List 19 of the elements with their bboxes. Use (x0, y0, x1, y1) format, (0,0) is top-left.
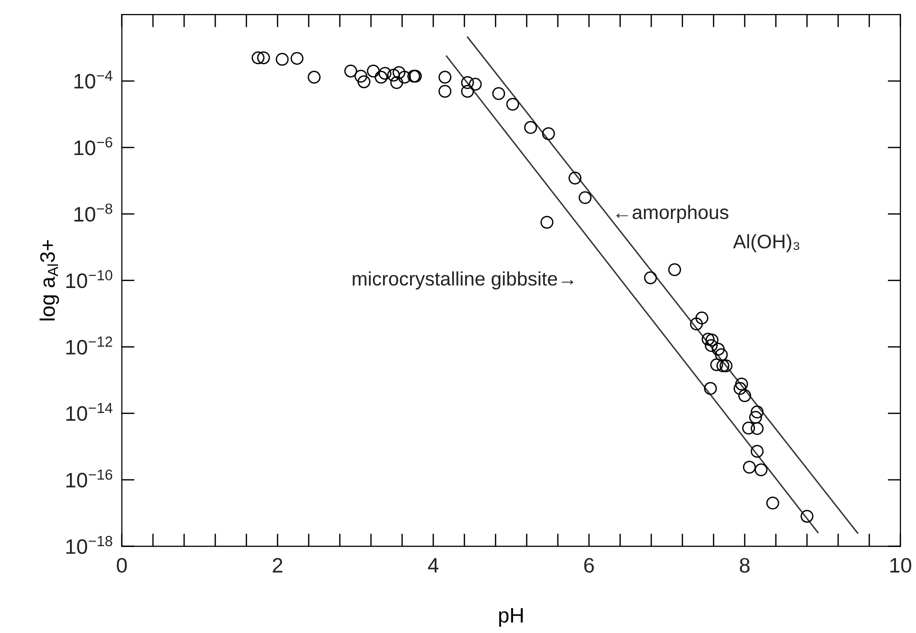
y-tick-label: 10$^{−18}$ (66, 536, 112, 554)
x-tick-label: 0 (116, 558, 127, 573)
y-tick-label: 10$^{−8}$ (74, 204, 112, 222)
y-tick-label: 10$^{−10}$ (66, 270, 112, 288)
annotation: ←amorphous (616, 204, 728, 224)
annotation: Al(OH)₃ (733, 234, 800, 252)
x-tick-label: 4 (428, 558, 438, 572)
y-tick-label: 10$^{−4}$ (74, 70, 112, 89)
x-tick-label: 6 (584, 558, 594, 573)
y-tick-label: 10$^{−14}$ (66, 402, 112, 421)
x-tick-label: 8 (740, 558, 750, 573)
y-axis-title: log a$_{Al}$3+ (40, 240, 60, 320)
y-tick-label: 10$^{−16}$ (66, 469, 112, 488)
annotation: microcrystalline gibbsite→ (352, 271, 574, 290)
x-tick-label: 10 (890, 558, 912, 573)
x-axis-title: pH (499, 608, 523, 627)
y-tick-label: 10$^{−12}$ (66, 336, 112, 355)
y-tick-label: 10$^{−6}$ (74, 137, 112, 156)
x-tick-label: 2 (272, 558, 282, 572)
